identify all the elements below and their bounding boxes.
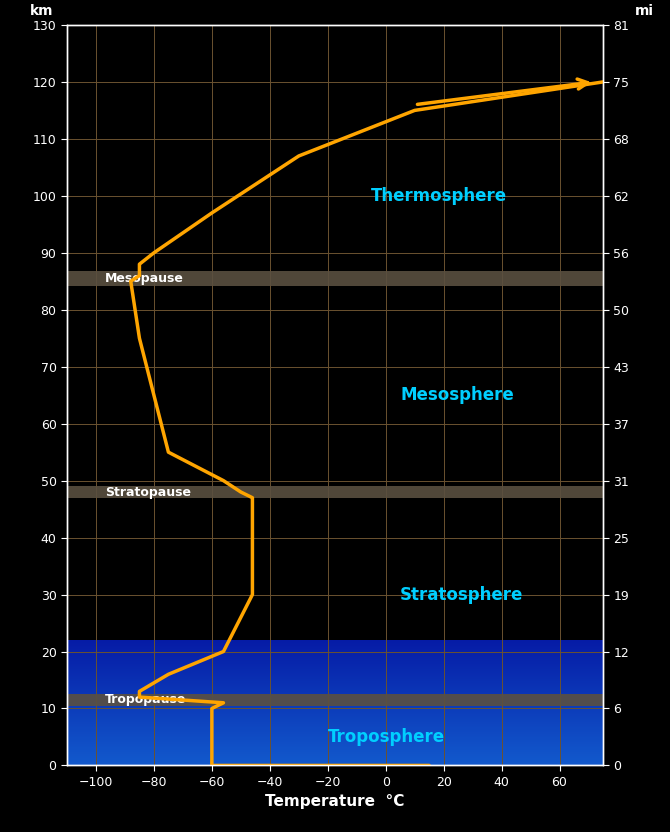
Text: Mesopause: Mesopause [105,272,184,285]
X-axis label: Temperature  °C: Temperature °C [265,795,405,810]
Text: Mesosphere: Mesosphere [400,386,514,404]
Text: Thermosphere: Thermosphere [371,187,507,205]
Bar [67,271,603,285]
Text: Stratopause: Stratopause [105,486,191,498]
Text: km: km [29,3,53,17]
Text: Troposphere: Troposphere [328,728,445,746]
Text: mi: mi [635,3,654,17]
Text: Stratosphere: Stratosphere [400,586,523,603]
Bar [67,487,603,498]
Bar [67,694,603,706]
Text: Tropopause: Tropopause [105,693,186,706]
